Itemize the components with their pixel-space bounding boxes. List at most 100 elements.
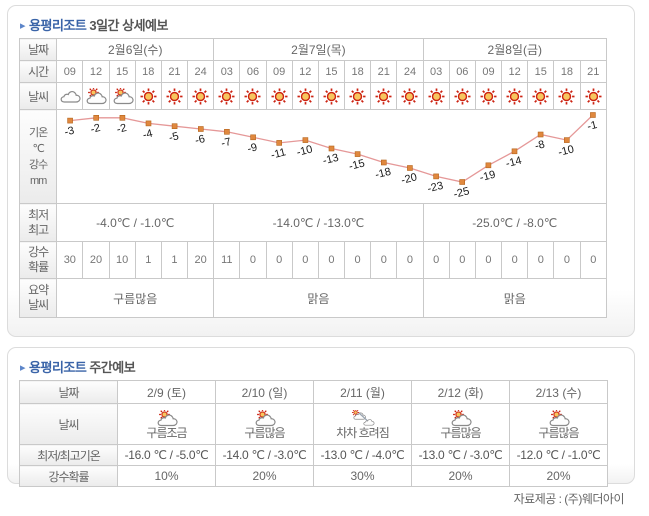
weather-icon-cell <box>344 82 372 110</box>
sun-icon <box>166 88 183 104</box>
temp-value-label: -23 <box>426 180 444 195</box>
temp-value-label: -6 <box>194 133 206 147</box>
time-cell: 09 <box>56 60 84 83</box>
pop-cell: 0 <box>239 241 267 279</box>
temp-point <box>198 126 204 132</box>
pop-cell: 0 <box>501 241 529 279</box>
summary-weather-cell: 맑음 <box>213 278 424 318</box>
weekly-weather-cell: 차차 흐려짐 <box>313 403 412 445</box>
time-cell: 21 <box>370 60 398 83</box>
temp-point <box>538 131 544 138</box>
sun-cloud-icon <box>157 409 178 426</box>
time-cell: 12 <box>501 60 529 83</box>
temperature-chart-cell: -3 -2 -2 -4 -5 -6 -7 -9 -11 -10 -13 -15 -18 -20 -23 -25… <box>56 109 607 204</box>
sun-icon <box>428 88 445 104</box>
sun-icon <box>375 88 392 104</box>
sun-icon <box>192 88 209 104</box>
pop-cell: 1 <box>160 241 189 279</box>
temp-value-label: -20 <box>400 171 418 186</box>
weather-icon-cell <box>187 82 215 110</box>
detail-title-text: 3일간 상세예보 <box>89 18 168 33</box>
weekly-weather-cell: 구름많음 <box>411 403 510 445</box>
time-cell: 24 <box>187 60 215 83</box>
resort-name: 용평리조트 <box>29 18 87 33</box>
weather-icon-cell <box>56 82 84 110</box>
cloud-icon <box>60 90 81 103</box>
weather-icon-cell <box>82 82 110 110</box>
weekly-minmax-cell: -16.0 ℃ / -5.0℃ <box>117 444 216 466</box>
row-label-temp-precip: 기온 ℃ 강수 mm <box>18 109 58 204</box>
sun-icon <box>454 88 471 104</box>
pop-cell: 0 <box>396 241 424 279</box>
temp-point <box>511 148 518 155</box>
temp-point <box>564 137 570 143</box>
time-cell: 21 <box>579 60 608 83</box>
detail-forecast-title: ▸ 용평리조트 3일간 상세예보 <box>8 6 634 38</box>
weekly-weather-label: 구름많음 <box>440 425 481 440</box>
row-label-minmax: 최저 최고 <box>18 203 58 242</box>
sun-icon <box>140 88 157 104</box>
weekly-pop-cell: 30% <box>313 465 412 487</box>
row-label-time: 시간 <box>18 60 58 83</box>
temp-value-label: -10 <box>296 143 314 158</box>
temp-point <box>485 162 492 169</box>
weather-icon-cell <box>108 82 136 110</box>
data-provider-credit: 자료제공 : (주)웨더아이 <box>513 492 625 506</box>
minmax-cell: -25.0℃ / -8.0℃ <box>422 203 608 242</box>
temp-point <box>250 134 257 141</box>
weekly-date-cell: 2/11 (월) <box>313 380 412 404</box>
time-cell: 15 <box>527 60 555 83</box>
time-cell: 15 <box>108 60 136 83</box>
temp-point <box>93 115 100 121</box>
pop-cell: 0 <box>474 241 503 279</box>
time-cell: 18 <box>553 60 581 83</box>
pop-cell: 0 <box>579 241 608 279</box>
pop-cell: 0 <box>317 241 346 279</box>
sun-to-cloud-icon <box>351 409 374 425</box>
weather-icon-cell <box>213 82 241 110</box>
sun-cloud-icon <box>451 409 472 426</box>
sun-icon <box>349 88 366 104</box>
temp-point <box>276 140 283 146</box>
weekly-pop-cell: 20% <box>215 465 314 487</box>
temp-value-label: -1 <box>586 119 598 133</box>
temp-point <box>172 123 178 129</box>
pop-cell: 0 <box>527 241 555 279</box>
pop-cell: 0 <box>553 241 581 279</box>
weekly-minmax-cell: -13.0 ℃ / -4.0℃ <box>313 444 412 466</box>
temp-value-label: -8 <box>534 139 546 153</box>
weather-icon-cell <box>553 82 581 110</box>
weather-icon-cell <box>291 82 319 110</box>
date-group-cell: 2월7일(목) <box>213 38 424 61</box>
time-cell: 21 <box>160 60 189 83</box>
temp-point <box>328 145 335 152</box>
weekly-weather-label: 구름많음 <box>244 425 285 440</box>
pop-cell: 20 <box>82 241 110 279</box>
temp-value-label: -19 <box>479 169 497 184</box>
temp-value-label: -3 <box>63 125 75 139</box>
weekly-pop-cell: 20% <box>411 465 510 487</box>
weather-icon-cell <box>422 82 450 110</box>
weather-icon-cell <box>501 82 529 110</box>
temp-value-label: -25 <box>453 185 471 200</box>
weather-icon-cell <box>239 82 267 110</box>
weekly-weather-label: 구름많음 <box>538 425 579 440</box>
weekly-weather-cell: 구름많음 <box>509 403 608 445</box>
temp-point <box>119 115 126 121</box>
weather-icon-cell <box>370 82 398 110</box>
summary-weather-cell: 맑음 <box>422 278 608 318</box>
time-cell: 12 <box>82 60 110 83</box>
bullet-arrow-icon: ▸ <box>20 362 26 374</box>
row-label-date: 날짜 <box>18 38 58 61</box>
weekly-minmax-cell: -14.0 ℃ / -3.0℃ <box>215 444 314 466</box>
temp-point <box>302 137 309 143</box>
time-cell: 15 <box>317 60 346 83</box>
pop-cell: 30 <box>56 241 84 279</box>
pop-cell: 0 <box>422 241 450 279</box>
weekly-date-cell: 2/10 (일) <box>215 380 314 404</box>
weekly-weather-cell: 구름많음 <box>215 403 314 445</box>
temp-value-label: -13 <box>322 152 340 167</box>
temp-value-label: -18 <box>374 166 392 181</box>
sun-icon <box>218 88 235 104</box>
